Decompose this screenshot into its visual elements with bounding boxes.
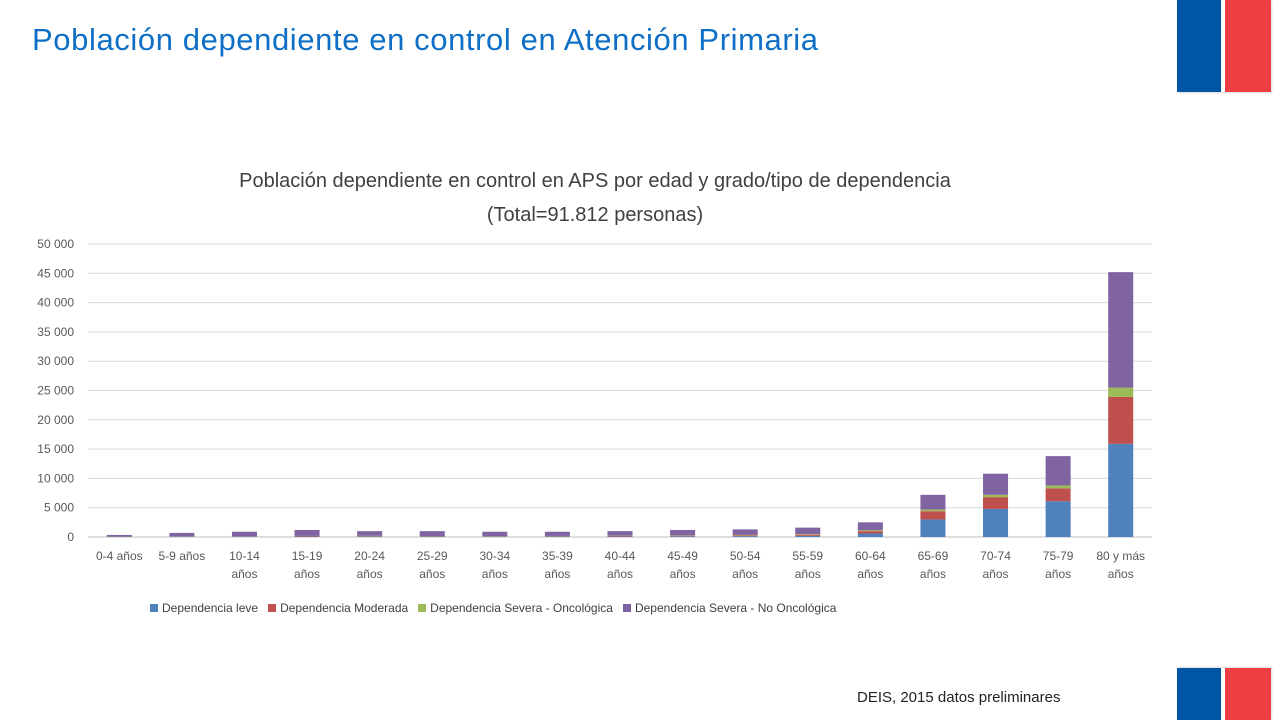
bar-segment — [795, 534, 821, 536]
flag-blue-stripe — [1177, 668, 1221, 720]
bar-segment — [857, 533, 883, 537]
x-tick-label: 75-79 años — [1043, 549, 1074, 581]
chile-flag-decoration-top — [1177, 0, 1271, 92]
y-tick-label: 25 000 — [37, 384, 74, 398]
bar-segment — [607, 531, 633, 536]
bar-segment — [920, 519, 946, 537]
x-tick-label: 70-74 años — [980, 549, 1011, 581]
x-tick-label: 0-4 años — [96, 549, 143, 563]
bar-segment — [795, 535, 821, 537]
y-tick-label: 10 000 — [37, 471, 74, 485]
source-note: DEIS, 2015 datos preliminares — [857, 689, 1061, 706]
legend-item: Dependencia Moderada — [268, 601, 408, 615]
bar-segment — [1108, 387, 1134, 397]
legend-label: Dependencia Severa - Oncológica — [430, 601, 613, 615]
bar-segment — [294, 536, 320, 537]
bar-segment — [482, 531, 508, 537]
x-tick-label: 25-29 años — [417, 549, 448, 581]
y-tick-label: 45 000 — [37, 266, 74, 280]
bar-segment — [607, 535, 633, 537]
bar-segment — [732, 529, 758, 535]
y-tick-label: 35 000 — [37, 325, 74, 339]
bar-segment — [231, 531, 257, 537]
bar-segment — [419, 531, 445, 537]
bar-segment — [670, 529, 696, 536]
x-tick-label: 80 y más años — [1096, 549, 1145, 581]
bar-segment — [544, 531, 570, 536]
bar-segment — [857, 531, 883, 534]
bar-segment — [857, 522, 883, 531]
bar-segment — [983, 497, 1009, 509]
y-tick-label: 40 000 — [37, 296, 74, 310]
bar-segment — [795, 527, 821, 535]
x-tick-label: 60-64 años — [855, 549, 886, 581]
bar-segment — [920, 511, 946, 520]
legend-item: Dependencia Severa - Oncológica — [418, 601, 613, 615]
flag-red-stripe — [1225, 0, 1271, 92]
x-tick-label: 40-44 años — [605, 549, 636, 581]
bar-segment — [357, 531, 383, 536]
bar-segment — [857, 530, 883, 532]
bar-segment — [983, 508, 1009, 537]
y-tick-label: 5 000 — [44, 501, 74, 515]
bar-segment — [920, 494, 946, 510]
x-tick-label: 30-34 años — [479, 549, 510, 581]
bar-segment — [983, 473, 1009, 495]
bar-segment — [1108, 443, 1134, 537]
flag-blue-stripe — [1177, 0, 1221, 92]
legend-label: Dependencia leve — [162, 601, 259, 615]
bar-segment — [1045, 488, 1071, 502]
y-tick-label: 30 000 — [37, 354, 74, 368]
bar-segment — [670, 535, 696, 537]
bar-segment — [1045, 456, 1071, 486]
slide-title: Población dependiente en control en Aten… — [32, 22, 819, 57]
y-tick-label: 20 000 — [37, 413, 74, 427]
bar-segment — [1108, 272, 1134, 388]
bar-segment — [983, 494, 1009, 498]
bar-segment — [1045, 485, 1071, 489]
x-tick-label: 5-9 años — [159, 549, 206, 563]
x-tick-label: 15-19 años — [292, 549, 323, 581]
x-tick-label: 10-14 años — [229, 549, 260, 581]
bar-segment — [732, 536, 758, 537]
bar-segment — [732, 535, 758, 537]
bar-segment — [1045, 501, 1071, 537]
x-tick-label: 20-24 años — [354, 549, 385, 581]
y-tick-label: 15 000 — [37, 442, 74, 456]
x-tick-label: 45-49 años — [667, 549, 698, 581]
bar-segment — [920, 509, 946, 512]
bar-segment — [106, 534, 132, 537]
flag-red-stripe — [1225, 668, 1271, 720]
legend-label: Dependencia Severa - No Oncológica — [634, 601, 837, 615]
bar-segment — [795, 534, 821, 535]
legend-swatch — [418, 604, 427, 612]
chart-subtitle: (Total=91.812 personas) — [486, 204, 704, 226]
x-tick-label: 65-69 años — [918, 549, 949, 581]
legend-item: Dependencia leve — [150, 601, 258, 615]
legend-swatch — [622, 604, 631, 612]
chart-title: Población dependiente en control en APS … — [239, 170, 951, 192]
legend-swatch — [268, 604, 277, 612]
chile-flag-decoration-bottom — [1177, 668, 1271, 720]
chart-legend: Dependencia leve Dependencia Moderada Depe… — [150, 601, 846, 615]
legend-label: Dependencia Moderada — [280, 601, 409, 615]
bar-segment — [607, 536, 633, 537]
bar-segment — [1108, 396, 1134, 444]
bar-segment — [670, 536, 696, 537]
bar-segment — [294, 529, 320, 536]
y-tick-label: 0 — [67, 530, 74, 544]
legend-swatch — [150, 604, 158, 612]
x-tick-label: 55-59 años — [792, 549, 823, 581]
legend-item: Dependencia Severa - No Oncológica — [622, 601, 837, 615]
y-tick-label: 50 000 — [37, 237, 74, 251]
x-tick-label: 35-39 años — [542, 549, 573, 581]
x-tick-label: 50-54 años — [730, 549, 761, 581]
bar-segment — [169, 532, 195, 537]
